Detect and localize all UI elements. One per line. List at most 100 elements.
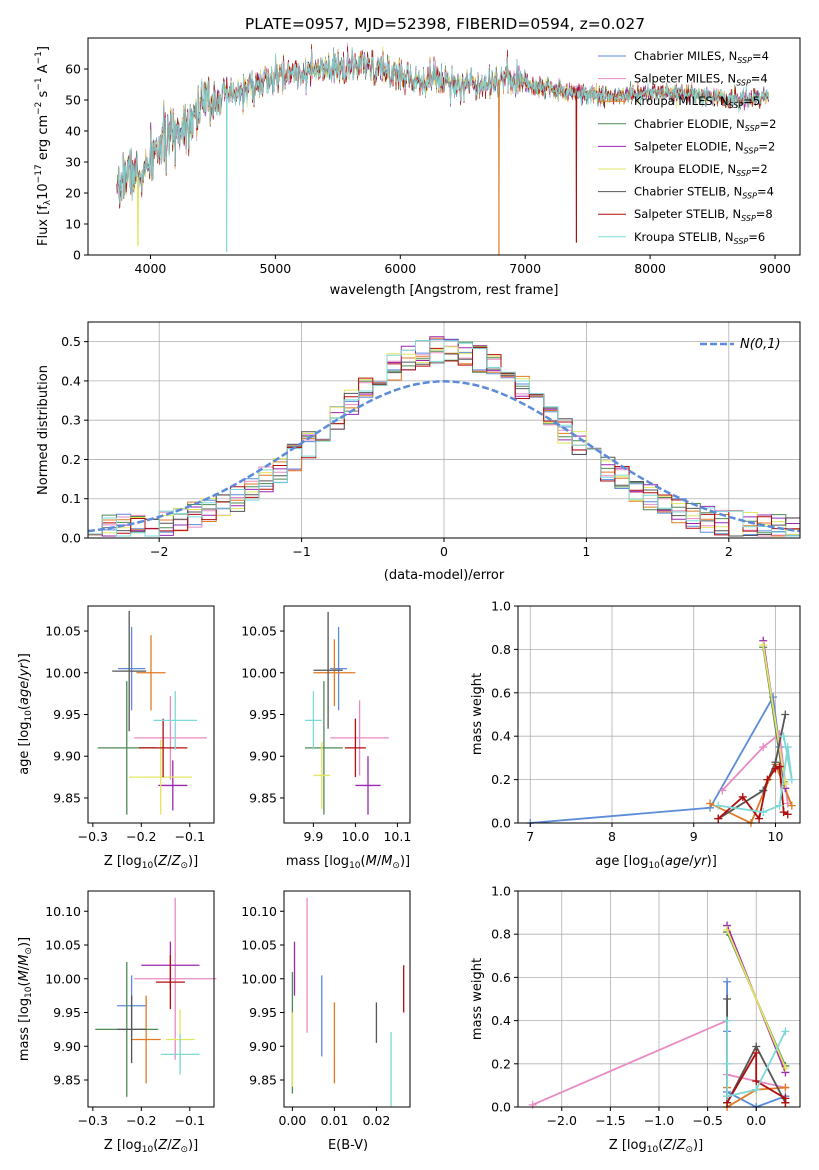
mass-weight-marker (759, 743, 768, 752)
panel-y-tick-label: 0.4 (491, 729, 511, 744)
panel-y-tick-label: 1.0 (491, 884, 511, 899)
mass-weight-marker (781, 1098, 790, 1107)
panel-y-tick-label: 9.85 (249, 790, 277, 805)
panel-y-tick-label: 9.85 (53, 1073, 81, 1088)
panel-y-tick-label: 10.05 (241, 938, 277, 953)
spectrum-y-label: Flux [fλ10−17 erg cm−2 s−1 A−1] (34, 46, 53, 246)
mass-weight-vs-age-x-label: age [log10(age/yr)] (595, 854, 717, 871)
panel-y-tick-label: 10.10 (241, 904, 277, 919)
mass-weight-marker (783, 810, 792, 819)
mass-weight-marker (781, 1083, 790, 1092)
spectrum-x-tick-label: 5000 (259, 261, 291, 276)
residuals-y-tick-label: 0.5 (61, 334, 81, 349)
residuals-y-tick-label: 0.3 (61, 413, 81, 428)
spectrum-y-tick-label: 40 (65, 124, 81, 139)
panel-y-tick-label: 0.2 (491, 772, 511, 787)
residuals-histogram-step (88, 340, 800, 537)
mass-weight-marker (706, 799, 715, 808)
mass-weight-marker (775, 801, 784, 810)
panel-y-tick-label: 9.85 (53, 790, 81, 805)
panel-x-tick-label: −1.5 (595, 1113, 625, 1128)
mass-weight-marker (779, 808, 788, 817)
spectrum-y-tick-label: 0 (73, 248, 81, 263)
residuals-panel: −2 −1 0 1 2 0.0 0.1 0.2 0.3 0.4 0.5 (data-model)/e… (36, 321, 801, 583)
spectrum-x-tick-label: 4000 (135, 261, 167, 276)
panel-x-tick-label: −0.1 (175, 829, 205, 844)
mass-weight-line (718, 736, 793, 814)
panel-y-tick-label: 9.90 (53, 749, 81, 764)
mass-weight-marker (787, 775, 796, 784)
panel-y-tick-label: 9.95 (249, 1005, 277, 1020)
panel-axes-frame (87, 890, 215, 1108)
spectrum-x-tick-label: 8000 (634, 261, 666, 276)
residuals-x-tick-label: 2 (725, 544, 733, 559)
mass-weight-vs-Z-y-label: mass weight (470, 958, 485, 1040)
mass-weight-marker (752, 1077, 761, 1086)
mass-weight-marker (779, 732, 788, 741)
spectrum-y-tick-label: 60 (65, 62, 81, 77)
panel-x-tick-label: 10 (768, 829, 784, 844)
spectrum-y-tick-label: 10 (65, 217, 81, 232)
normal-legend-label: N(0,1) (740, 337, 781, 352)
mass-weight-marker (714, 801, 723, 810)
spectrum-axes-frame (87, 37, 801, 256)
residuals-x-tick-label: 1 (582, 544, 590, 559)
panel-y-tick-label: 9.95 (249, 707, 277, 722)
panel-y-tick-label: 9.85 (249, 1073, 277, 1088)
mass-vs-Z-y-label: mass [log10(M/M⊙)] (17, 937, 34, 1061)
mass-vs-EBV-panel: 0.00 0.01 0.02 9.85 9.90 9.95 10.00 10.05 10.10 (241, 890, 411, 1128)
spectrum-ticks: 4000 5000 6000 7000 8000 9000 0 10 20 30 40 50 60 (65, 62, 791, 277)
residuals-x-tick-label: −1 (292, 544, 310, 559)
panel-y-tick-label: 0.8 (491, 642, 511, 657)
panel-x-tick-label: 10.1 (383, 829, 411, 844)
panel-x-tick-label: −0.3 (78, 1113, 108, 1128)
age-vs-Z-x-label: Z [log10(Z/Z⊙)] (104, 854, 198, 871)
panel-axes-frame (517, 605, 801, 824)
spectrum-x-tick-label: 9000 (759, 261, 791, 276)
spectrum-series-line (116, 46, 770, 252)
panel-y-tick-label: 0.6 (491, 685, 511, 700)
mass-weight-marker (755, 814, 764, 823)
panel-x-tick-label: −0.2 (126, 1113, 156, 1128)
panel-y-tick-label: 9.90 (249, 1039, 277, 1054)
panel-x-tick-label: −2.0 (547, 1113, 577, 1128)
panel-y-tick-label: 0.6 (491, 970, 511, 985)
mass-weight-marker (723, 925, 732, 934)
panel-x-tick-label: 8 (608, 829, 616, 844)
mass-vs-Z-x-label: Z [log10(Z/Z⊙)] (104, 1138, 198, 1155)
panel-y-tick-label: 0.2 (491, 1056, 511, 1071)
residuals-y-tick-label: 0.0 (61, 531, 81, 546)
panel-y-tick-label: 0.8 (491, 927, 511, 942)
mass-weight-marker (718, 786, 727, 795)
spectrum-y-tick-label: 20 (65, 186, 81, 201)
panel-x-tick-label: 9.9 (303, 829, 323, 844)
panel-y-tick-label: 0.4 (491, 1013, 511, 1028)
spectrum-plot-area (116, 42, 770, 256)
spectrum-legend-label: Salpeter ELODIE, NSSP=2 (634, 139, 775, 155)
panel-y-tick-label: 10.00 (45, 971, 81, 986)
panel-y-tick-label: 0.0 (491, 816, 511, 831)
mass-weight-marker (771, 764, 780, 773)
spectrum-y-tick-label: 50 (65, 93, 81, 108)
panel-y-tick-label: 10.00 (45, 665, 81, 680)
panel-x-tick-label: −1.0 (644, 1113, 674, 1128)
spectrum-y-tick-label: 30 (65, 155, 81, 170)
panel-y-tick-label: 9.90 (249, 749, 277, 764)
spectrum-legend-label: Salpeter STELIB, NSSP=8 (634, 207, 773, 223)
residuals-y-tick-label: 0.4 (61, 373, 81, 388)
panel-x-tick-label: 0.02 (362, 1113, 390, 1128)
residuals-histogram-step (88, 336, 800, 537)
mass-weight-marker (752, 1049, 761, 1057)
mass-weight-vs-Z-panel: −2.0 −1.5 −1.0 −0.5 0.0 0.0 0.2 0.4 0.6 0.8 1.0 (491, 884, 801, 1128)
normal-distribution-curve (87, 380, 801, 533)
mass-weight-marker (723, 1016, 732, 1025)
age-vs-mass-x-label: mass [log10(M/M⊙)] (286, 854, 410, 871)
panel-y-tick-label: 10.10 (45, 904, 81, 919)
panel-y-tick-label: 9.95 (53, 1005, 81, 1020)
panel-x-tick-label: 0.00 (278, 1113, 306, 1128)
residuals-y-label: Normed distribution (36, 365, 51, 495)
residuals-x-tick-label: −2 (150, 544, 168, 559)
panel-x-tick-label: −0.5 (692, 1113, 722, 1128)
mass-weight-marker (781, 1027, 790, 1036)
